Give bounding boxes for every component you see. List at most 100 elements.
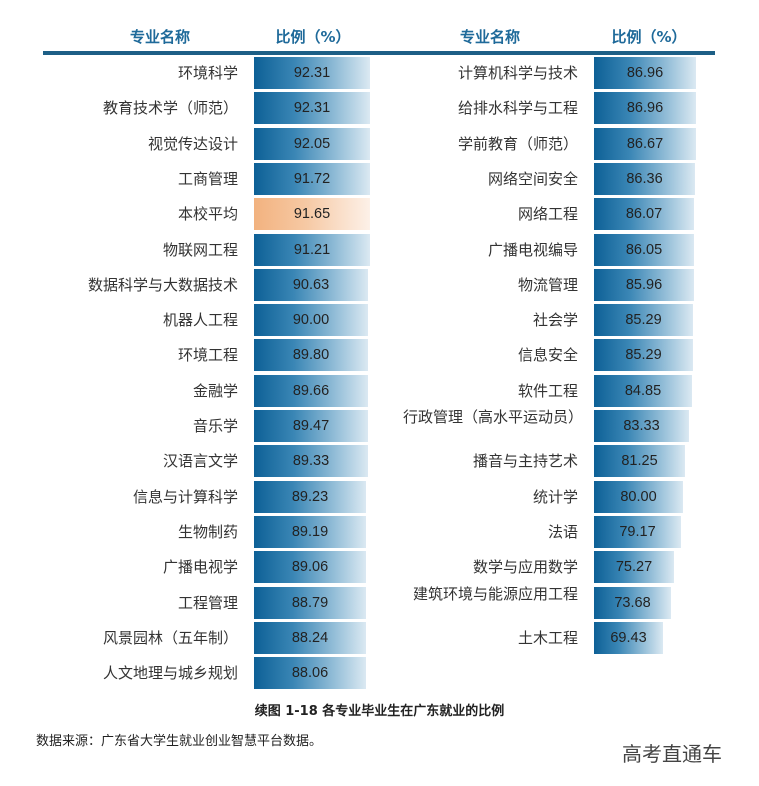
ratio-value: 85.29 <box>625 312 662 329</box>
ratio-bar: 92.31 <box>254 92 370 125</box>
table-row: 汉语言文学 89.33 <box>0 445 759 478</box>
ratio-value: 83.33 <box>623 418 660 434</box>
ratio-value: 79.17 <box>619 523 656 540</box>
table-row: 土木工程 69.43 <box>0 621 759 654</box>
ratio-value: 89.47 <box>292 418 330 434</box>
ratio-bar: 92.05 <box>254 127 370 160</box>
ratio-bar: 86.96 <box>594 92 696 125</box>
table-row: 统计学 80.00 <box>0 480 759 513</box>
table-row: 信息与计算科学 89.23 <box>0 480 759 513</box>
major-label: 汉语言文学 <box>162 452 238 471</box>
ratio-bar: 85.29 <box>594 304 693 337</box>
table-row: 物联网工程 91.21 <box>0 233 759 266</box>
major-label: 视觉传达设计 <box>147 134 238 153</box>
table-row: 视觉传达设计 92.05 <box>0 127 759 160</box>
major-label: 本校平均 <box>177 205 238 224</box>
ratio-value: 90.00 <box>292 312 330 329</box>
ratio-bar: 89.19 <box>254 515 366 548</box>
major-label: 网络空间安全 <box>487 169 578 188</box>
major-label: 环境工程 <box>177 346 238 365</box>
data-source-note: 数据来源：广东省大学生就业创业智慧平台数据。 <box>36 734 323 749</box>
major-label: 数据科学与大数据技术 <box>87 275 238 294</box>
ratio-value: 84.85 <box>624 382 662 399</box>
ratio-bar: 86.07 <box>594 198 694 231</box>
ratio-bar: 89.06 <box>254 551 366 584</box>
major-label: 土木工程 <box>517 628 578 647</box>
ratio-value: 89.80 <box>292 347 330 364</box>
major-label: 风景园林（五年制） <box>102 628 238 647</box>
ratio-value: 86.96 <box>626 100 664 117</box>
major-label: 广播电视编导 <box>487 240 578 259</box>
major-label: 信息与计算科学 <box>132 487 238 506</box>
ratio-value: 86.36 <box>626 170 663 187</box>
major-label: 音乐学 <box>192 417 238 435</box>
ratio-bar: 86.05 <box>594 233 694 266</box>
table-row: 软件工程 84.85 <box>0 374 759 407</box>
ratio-bar: 85.96 <box>594 268 694 301</box>
table-row: 工商管理 91.72 <box>0 162 759 195</box>
table-row: 数据科学与大数据技术 90.63 <box>0 268 759 301</box>
ratio-value: 91.21 <box>293 241 331 258</box>
table-row: 信息安全 85.29 <box>0 339 759 372</box>
major-label: 物联网工程 <box>162 240 238 259</box>
table-row: 工程管理 88.79 <box>0 586 759 619</box>
ratio-bar: 88.79 <box>254 586 366 619</box>
average-bar: 91.65 <box>254 198 370 231</box>
ratio-bar: 85.29 <box>594 339 693 372</box>
ratio-value: 88.24 <box>291 629 329 646</box>
ratio-value: 89.33 <box>292 453 330 470</box>
major-label: 建筑环境与能源应用工程 <box>412 584 578 603</box>
ratio-bar: 89.23 <box>254 480 366 513</box>
ratio-value: 89.66 <box>292 382 330 399</box>
table-row: 计算机科学与技术 86.96 <box>0 57 759 89</box>
ratio-bar: 89.33 <box>254 445 368 478</box>
ratio-bar: 89.47 <box>254 410 368 442</box>
ratio-value: 88.06 <box>291 665 329 682</box>
table-row: 社会学 85.29 <box>0 304 759 337</box>
ratio-bar: 90.63 <box>254 268 368 301</box>
major-label: 环境科学 <box>177 64 238 82</box>
ratio-value: 91.72 <box>293 170 331 187</box>
ratio-value: 85.96 <box>625 276 663 293</box>
major-label: 软件工程 <box>517 381 578 400</box>
ratio-value: 86.96 <box>626 65 664 81</box>
table-row: 数学与应用数学 75.27 <box>0 551 759 584</box>
ratio-value: 89.06 <box>291 559 329 576</box>
table-row: 风景园林（五年制） 88.24 <box>0 621 759 654</box>
ratio-bar: 89.66 <box>254 374 368 407</box>
ratio-bar: 75.27 <box>594 551 674 584</box>
ratio-value: 86.67 <box>626 135 664 152</box>
ratio-value: 88.79 <box>291 594 329 611</box>
major-label: 网络工程 <box>517 205 578 224</box>
major-label: 工程管理 <box>177 593 238 612</box>
major-label: 法语 <box>547 522 578 541</box>
ratio-value: 86.05 <box>625 241 663 258</box>
ratio-value: 92.31 <box>293 65 331 81</box>
ratio-bar: 80.00 <box>594 480 683 513</box>
major-label: 金融学 <box>192 381 238 400</box>
left-header-ratio: 比例（%） <box>275 28 351 46</box>
ratio-value: 81.25 <box>621 453 658 470</box>
major-label: 信息安全 <box>517 346 578 365</box>
table-row: 环境工程 89.80 <box>0 339 759 372</box>
major-label: 人文地理与城乡规划 <box>102 664 238 683</box>
table-row: 学前教育（师范） 86.67 <box>0 127 759 160</box>
major-label: 广播电视学 <box>162 558 238 577</box>
ratio-bar: 79.17 <box>594 515 681 548</box>
watermark: 高考直通车 <box>622 742 722 766</box>
major-label: 物流管理 <box>517 275 578 294</box>
major-label: 数学与应用数学 <box>472 558 578 577</box>
major-label: 学前教育（师范） <box>457 134 578 153</box>
major-label: 工商管理 <box>177 169 238 188</box>
major-label: 行政管理（高水平运动员） <box>403 408 584 426</box>
major-label: 播音与主持艺术 <box>472 452 578 471</box>
ratio-bar: 69.43 <box>594 621 663 654</box>
ratio-bar: 86.67 <box>594 127 696 160</box>
ratio-bar: 92.31 <box>254 57 370 89</box>
ratio-value: 92.31 <box>293 100 331 117</box>
ratio-bar: 89.80 <box>254 339 368 372</box>
table-row: 环境科学 92.31 <box>0 57 759 89</box>
ratio-bar: 91.72 <box>254 162 370 195</box>
right-header-ratio: 比例（%） <box>611 28 687 46</box>
major-label: 给排水科学与工程 <box>457 99 578 118</box>
